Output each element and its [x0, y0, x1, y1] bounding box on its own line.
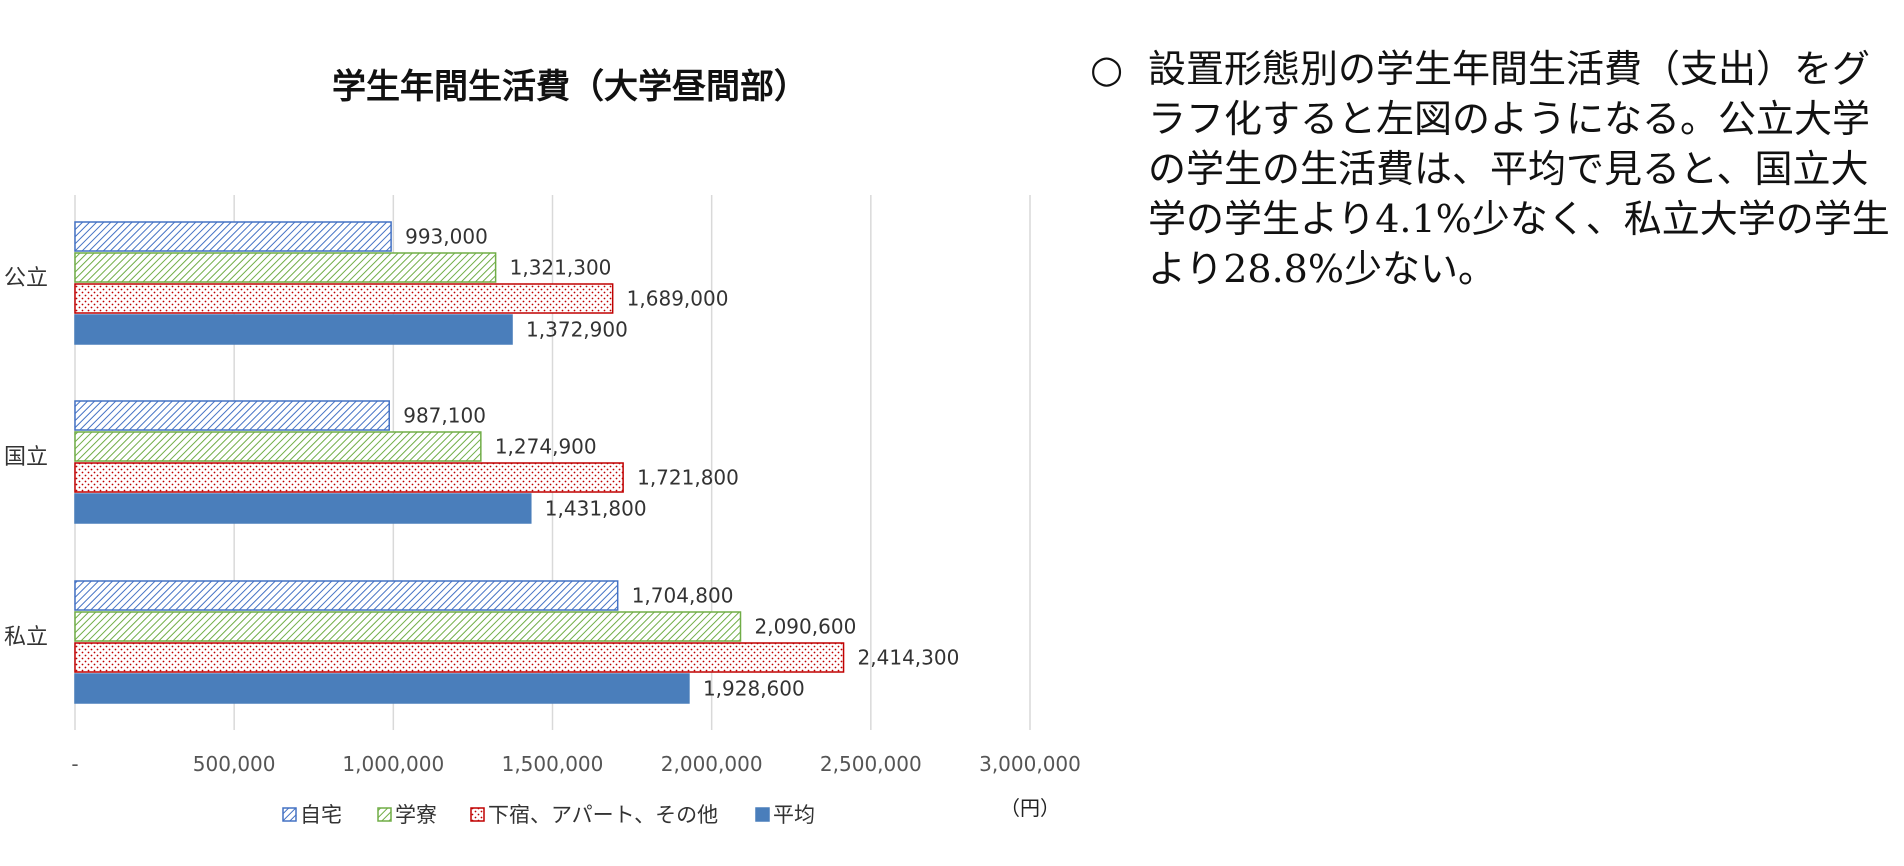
value-label-公立-学寮: 1,321,300: [510, 256, 612, 280]
legend-label-平均: 平均: [773, 803, 815, 827]
x-tick-labels: - 500,000 1,000,000 1,500,000 2,000,000 2,500…: [71, 752, 1081, 776]
bars: [74, 221, 845, 704]
value-label-私立-学寮: 2,090,600: [755, 615, 857, 639]
category-label-私立: 私立: [4, 625, 48, 650]
legend-label-学寮: 学寮: [395, 803, 437, 827]
bar-国立-平均: [74, 493, 532, 524]
value-label-国立-下宿-アパート-その他: 1,721,800: [637, 466, 739, 490]
value-label-公立-下宿-アパート-その他: 1,689,000: [627, 287, 729, 311]
bar-私立-学寮: [74, 611, 742, 642]
bar-公立-平均: [74, 314, 513, 345]
bar-chart: 学生年間生活費（大学昼間部） 993,000 1,321,300 1,689,000…: [4, 67, 1081, 827]
bar-国立-自宅: [74, 400, 390, 431]
x-tick-label-4: 2,000,000: [661, 752, 763, 776]
bar-国立-下宿-アパート-その他: [74, 462, 624, 493]
category-label-国立: 国立: [4, 445, 48, 470]
x-tick-label-5: 2,500,000: [820, 752, 922, 776]
bar-私立-自宅: [74, 580, 619, 611]
legend-swatch-学寮: [377, 807, 392, 822]
bar-私立-下宿-アパート-その他: [74, 642, 845, 673]
bar-公立-下宿-アパート-その他: [74, 283, 614, 314]
legend: 自宅 学寮 下宿、アパート、その他 平均: [282, 803, 815, 827]
value-labels: 993,000 1,321,300 1,689,000 1,372,900 987,10…: [403, 225, 959, 701]
bar-公立-学寮: [74, 252, 497, 283]
value-label-国立-平均: 1,431,800: [545, 497, 647, 521]
commentary-note: ○ 設置形態別の学生年間生活費（支出）をグラフ化すると左図のようになる。公立大学…: [1090, 44, 1890, 294]
legend-label-自宅: 自宅: [300, 803, 342, 827]
legend-swatch-平均: [755, 807, 770, 822]
value-label-私立-下宿-アパート-その他: 2,414,300: [858, 646, 960, 670]
x-tick-label-2: 1,000,000: [342, 752, 444, 776]
value-label-公立-自宅: 993,000: [405, 225, 488, 249]
value-label-国立-学寮: 1,274,900: [495, 435, 597, 459]
unit-label: （円）: [1000, 796, 1060, 820]
value-label-私立-自宅: 1,704,800: [632, 584, 734, 608]
value-label-私立-平均: 1,928,600: [703, 677, 805, 701]
x-tick-label-3: 1,500,000: [502, 752, 604, 776]
bar-私立-平均: [74, 673, 690, 704]
x-tick-label-1: 500,000: [193, 752, 276, 776]
value-label-国立-自宅: 987,100: [403, 404, 486, 428]
legend-swatch-下宿-アパート-その他: [470, 807, 485, 822]
commentary-text: 設置形態別の学生年間生活費（支出）をグラフ化すると左図のようになる。公立大学の学…: [1148, 47, 1890, 291]
bar-国立-学寮: [74, 431, 482, 462]
chart-title: 学生年間生活費（大学昼間部）: [332, 67, 808, 107]
bullet-circle: ○: [1090, 47, 1124, 91]
legend-swatch-自宅: [282, 807, 297, 822]
value-label-公立-平均: 1,372,900: [526, 318, 628, 342]
category-label-公立: 公立: [4, 266, 48, 291]
bar-公立-自宅: [74, 221, 392, 252]
x-tick-label-6: 3,000,000: [979, 752, 1081, 776]
x-tick-label-0: -: [71, 752, 78, 776]
legend-label-下宿-アパート-その他: 下宿、アパート、その他: [488, 803, 718, 827]
